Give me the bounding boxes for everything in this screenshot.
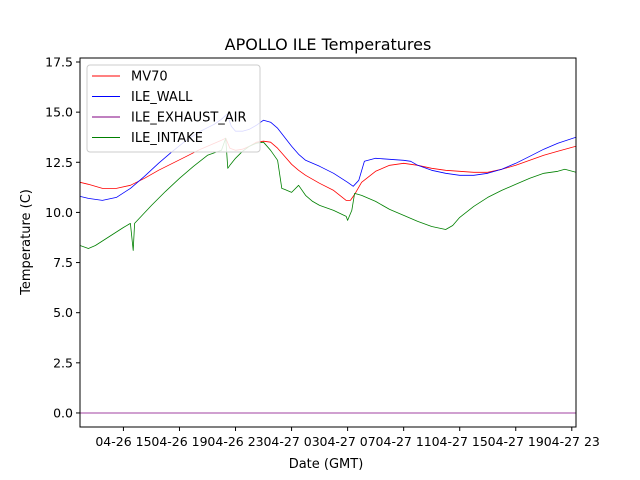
x-tick-label: 04-26 23 (207, 434, 263, 449)
x-tick-label: 04-27 19 (488, 434, 544, 449)
series-line-ile-intake (80, 137, 576, 251)
legend-label: ILE_WALL (131, 90, 193, 105)
y-tick-label: 15.0 (45, 105, 73, 120)
legend-label: ILE_EXHAUST_AIR (131, 111, 247, 126)
y-tick-label: 12.5 (45, 155, 73, 170)
y-tick-label: 10.0 (45, 205, 73, 220)
x-tick-label: 04-26 15 (95, 434, 151, 449)
x-tick-label: 04-27 23 (544, 434, 600, 449)
chart-title: APOLLO ILE Temperatures (225, 35, 432, 54)
y-tick-label: 7.5 (53, 255, 73, 270)
legend-box (86, 64, 261, 153)
y-tick-label: 17.5 (45, 55, 73, 70)
legend-label: MV70 (131, 70, 168, 85)
series-line-mv70 (80, 137, 576, 201)
x-tick-label: 04-27 07 (320, 434, 376, 449)
x-tick-label: 04-27 03 (263, 434, 319, 449)
y-axis-label: Temperature (C) (19, 189, 34, 296)
y-tick-label: 5.0 (53, 305, 73, 320)
x-axis-label: Date (GMT) (289, 457, 364, 472)
x-tick-label: 04-27 15 (432, 434, 488, 449)
x-tick-label: 04-26 19 (151, 434, 207, 449)
x-axis-ticks: 04-26 15 04-26 19 04-26 23 04-27 03 04-27 07… (95, 427, 600, 449)
x-tick-label: 04-27 11 (376, 434, 432, 449)
y-axis-ticks: 0.0 2.5 5.0 7.5 10.0 12.5 15.0 17.5 (45, 55, 80, 420)
y-tick-label: 2.5 (53, 355, 73, 370)
legend-label: ILE_INTAKE (131, 131, 203, 146)
legend: MV70 ILE_WALL ILE_EXHAUST_AIR ILE_INTAKE (86, 64, 261, 153)
y-tick-label: 0.0 (53, 405, 73, 420)
plot-frame (79, 57, 577, 428)
